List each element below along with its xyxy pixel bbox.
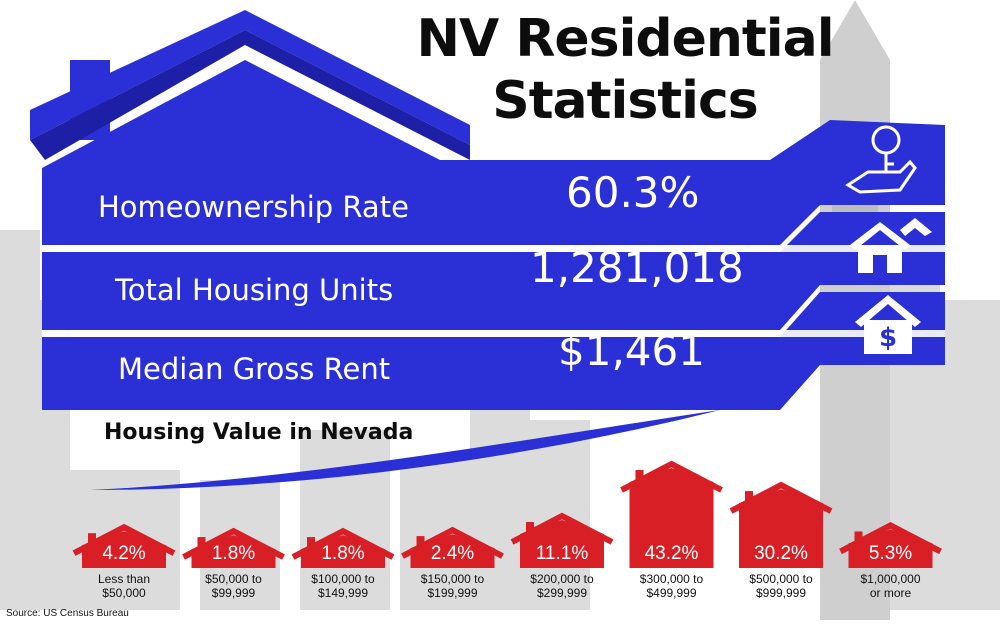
bar-2	[291, 527, 395, 568]
svg-text:$: $	[879, 323, 897, 353]
stat-value-median-rent: $1,461	[558, 326, 705, 375]
category-label-5: $300,000 to $499,999	[639, 572, 704, 600]
houses-icon	[850, 218, 932, 273]
stat-label-homeownership: Homeownership Rate	[98, 190, 409, 224]
house-dollar-icon: $	[855, 295, 921, 354]
category-label-2: $100,000 to $149,999	[311, 572, 375, 600]
category-label-4: $200,000 to $299,999	[530, 572, 594, 600]
bar-6	[729, 481, 833, 568]
bar-value-label-0: 4.2%	[102, 543, 146, 564]
page-title: NV Residential Statistics	[400, 8, 850, 132]
bar-0	[72, 523, 176, 568]
stat-ribbons	[42, 60, 945, 410]
bar-value-label-1: 1.8%	[211, 543, 256, 564]
bar-4	[510, 512, 614, 568]
category-label-3: $150,000 to $199,999	[420, 572, 485, 600]
category-label-6: $500,000 to $999,999	[749, 572, 813, 600]
title-line-1: NV Residential	[416, 9, 834, 69]
bar-7	[839, 522, 942, 568]
chart-title: Housing Value in Nevada	[104, 420, 414, 445]
category-label-1: $50,000 to $99,999	[205, 572, 262, 600]
source-note: Source: US Census Bureau	[6, 608, 129, 619]
stat-label-median-rent: Median Gross Rent	[118, 352, 391, 386]
bar-value-label-3: 2.4%	[430, 543, 475, 564]
bar-value-label-5: 43.2%	[644, 543, 699, 564]
bar-value-label-6: 30.2%	[754, 543, 808, 564]
stat-value-housing-units: 1,281,018	[530, 243, 744, 292]
bar-value-label-7: 5.3%	[868, 543, 913, 564]
bar-1	[182, 527, 285, 568]
title-line-2: Statistics	[492, 71, 759, 131]
bar-value-label-4: 11.1%	[535, 543, 589, 564]
bar-3	[401, 526, 504, 568]
bar-value-label-2: 1.8%	[321, 543, 365, 564]
stat-label-housing-units: Total Housing Units	[115, 273, 394, 307]
key-hand-icon	[845, 125, 917, 194]
blue-roof	[30, 10, 470, 160]
bar-5	[620, 460, 723, 568]
category-label-0: Less than $50,000	[97, 572, 151, 600]
stat-value-homeownership: 60.3%	[566, 168, 700, 217]
category-label-7: $1,000,000 or more	[860, 572, 921, 600]
